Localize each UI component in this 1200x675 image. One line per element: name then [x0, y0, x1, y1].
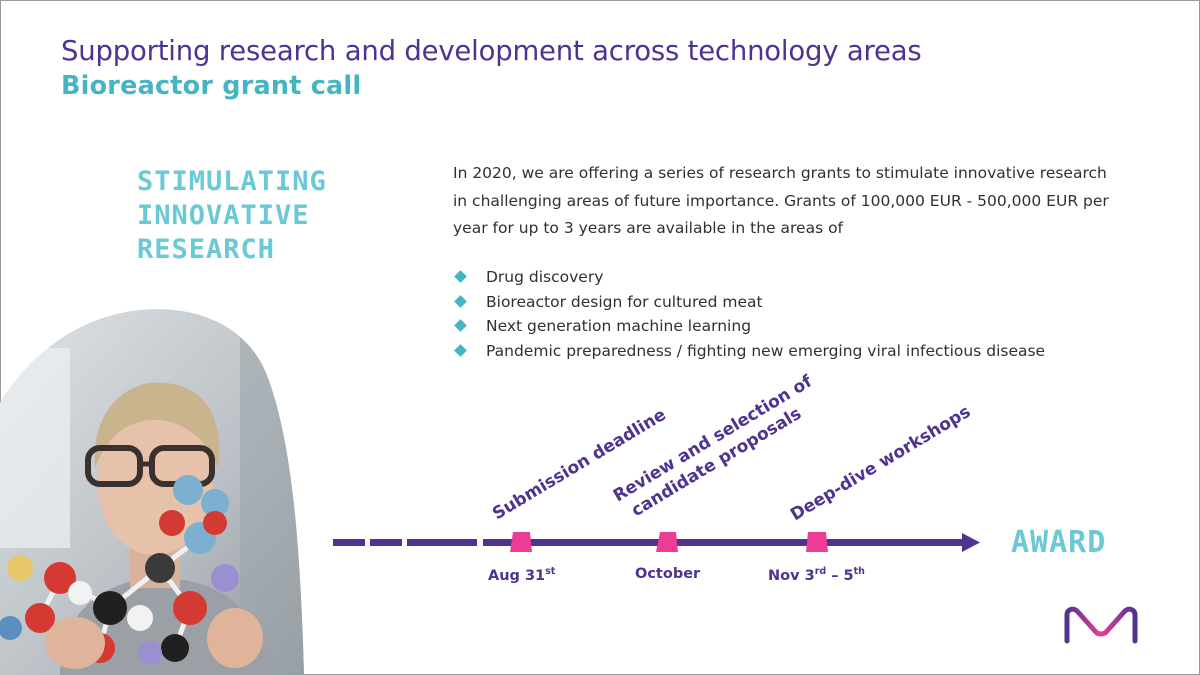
diamond-bullet-icon — [454, 343, 467, 357]
stimulating-line: RESEARCH — [137, 234, 276, 265]
list-item: Pandemic preparedness / fighting new eme… — [453, 339, 1045, 364]
area-label: Bioreactor design for cultured meat — [486, 292, 763, 311]
area-label: Pandemic preparedness / fighting new eme… — [486, 341, 1046, 360]
slide-subtitle: Bioreactor grant call — [61, 71, 362, 101]
diamond-bullet-icon — [454, 319, 467, 332]
stimulating-line: STIMULATING — [137, 166, 327, 197]
diamond-bullet-icon — [454, 294, 467, 308]
stimulating-line: INNOVATIVE — [137, 200, 310, 231]
diamond-bullet-icon — [454, 270, 467, 283]
date-workshops: Nov 3rd – 5th — [768, 566, 865, 584]
list-item: Drug discovery — [453, 265, 1045, 290]
child-molecule-photo — [0, 309, 304, 675]
area-label: Next generation machine learning — [486, 317, 752, 335]
area-label: Drug discovery — [486, 268, 604, 286]
intro-paragraph: In 2020, we are offering a series of res… — [453, 164, 1109, 237]
m-logo-icon — [1064, 606, 1138, 644]
date-review: October — [635, 566, 701, 582]
date-submission: Aug 31st — [488, 566, 556, 584]
stimulating-heading: STIMULATING INNOVATIVE RESEARCH — [137, 165, 327, 267]
slide-title: Supporting research and development acro… — [61, 35, 922, 67]
list-item: Bioreactor design for cultured meat — [453, 290, 1045, 315]
award-label: AWARD — [1011, 525, 1107, 560]
list-item: Next generation machine learning — [453, 314, 1045, 339]
areas-list: Drug discovery Bioreactor design for cul… — [453, 265, 1045, 363]
